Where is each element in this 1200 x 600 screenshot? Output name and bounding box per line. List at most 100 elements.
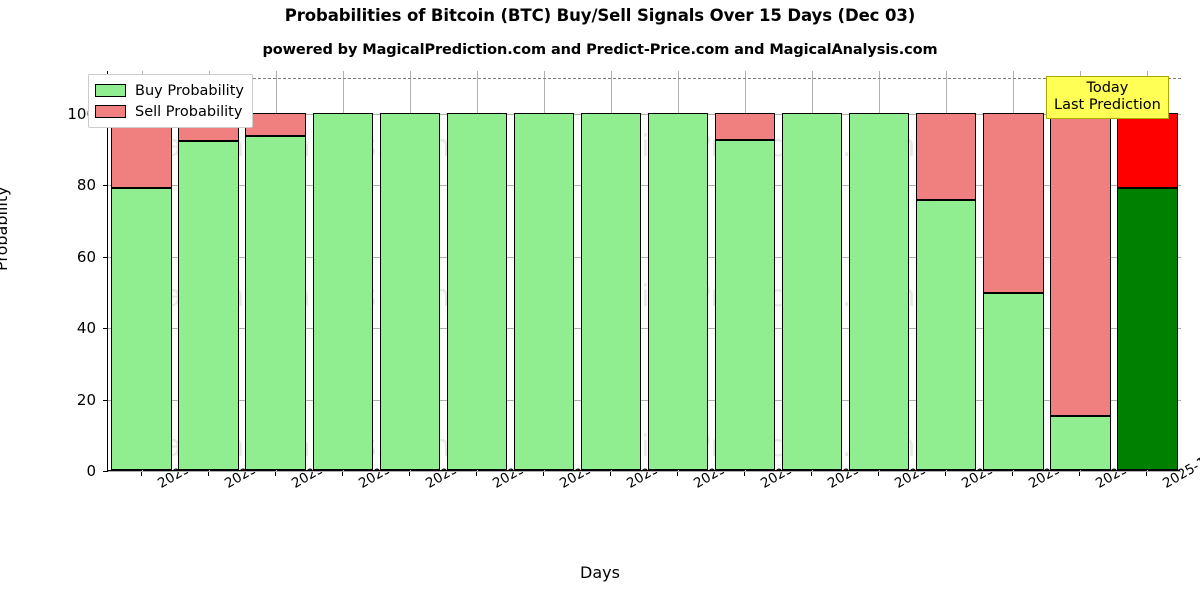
x-tick-mark [811, 471, 813, 476]
bar [446, 70, 507, 470]
x-tick-mark [475, 471, 477, 476]
bar-segment-buy [379, 112, 440, 470]
bar [1050, 70, 1111, 470]
x-tick-mark [609, 471, 611, 476]
y-gridline [108, 113, 1181, 115]
x-tick-label: 2025-11-21 [423, 439, 499, 492]
plot-area: MagicalAnalysis.comMagicalPrediction.com… [103, 70, 1181, 472]
x-tick-mark [878, 471, 880, 476]
chart-subtitle: powered by MagicalPrediction.com and Pre… [262, 42, 938, 58]
bar-segment-buy [849, 112, 910, 470]
bar-segment-buy [781, 112, 843, 470]
x-tick-mark [140, 471, 142, 476]
x-tick-mark [945, 471, 947, 476]
bar-segment-buy [245, 136, 306, 470]
bar [513, 70, 575, 470]
x-tick-mark [744, 471, 746, 476]
x-tick-mark [1012, 471, 1014, 476]
bar-segment-buy [983, 293, 1044, 470]
legend-label-buy: Buy Probability [135, 82, 244, 99]
x-tick-label: 2025-12-01 [1093, 439, 1169, 492]
bar [580, 70, 642, 470]
y-tick-mark [103, 185, 108, 187]
x-tick-label: 2025-12-02 [1160, 438, 1200, 492]
y-tick-mark [103, 471, 108, 472]
x-tick-label: 2025-11-25 [691, 439, 767, 492]
bar-segment-buy [1117, 187, 1178, 470]
bar [379, 70, 440, 470]
y-tick-label: 60 [76, 247, 96, 266]
x-tick-label: 2025-11-24 [624, 439, 700, 492]
y-axis-label: Probability [0, 186, 11, 271]
y-tick-mark [103, 256, 108, 258]
bar [916, 70, 977, 470]
y-tick-label: 0 [86, 462, 96, 480]
y-gridline [108, 256, 1181, 258]
x-tick-label: 2025-11-18 [222, 439, 298, 492]
x-axis-label: Days [580, 563, 620, 582]
bar-segment-buy [916, 200, 977, 470]
y-tick-mark [103, 399, 108, 401]
bar-segment-buy [178, 141, 239, 470]
legend-swatch-buy-icon [95, 84, 126, 97]
y-gridline [108, 185, 1181, 187]
x-tick-mark [207, 471, 209, 476]
x-tick-mark [341, 471, 343, 476]
x-tick-label: 2025-11-28 [892, 439, 968, 492]
y-gridline [108, 399, 1181, 401]
legend-swatch-sell-icon [95, 105, 126, 118]
bar-segment-sell [1050, 112, 1111, 417]
x-tick-label: 2025-11-26 [758, 439, 834, 492]
y-tick-label: 40 [76, 319, 96, 338]
x-tick-mark [677, 471, 679, 476]
x-tick-label: 2025-11-27 [825, 439, 901, 492]
bar [111, 70, 172, 470]
bar [312, 70, 373, 470]
y-tick-label: 20 [76, 390, 96, 409]
bar [983, 70, 1044, 470]
y-gridline [108, 328, 1181, 330]
x-tick-label: 2025-11-19 [289, 439, 365, 492]
today-callout-line2: Last Prediction [1054, 97, 1161, 114]
today-callout-line1: Today [1086, 80, 1129, 96]
bar [245, 70, 306, 470]
legend-item-sell: Sell Probability [95, 101, 244, 122]
bar-segment-sell [1117, 112, 1178, 188]
bar [781, 70, 843, 470]
bar-segment-buy [111, 187, 172, 470]
bar [647, 70, 709, 470]
x-tick-mark [274, 471, 276, 476]
bar-segment-buy [446, 112, 507, 470]
x-tick-mark [1079, 471, 1081, 476]
chart-legend: Buy Probability Sell Probability [88, 74, 253, 128]
page-title: Probabilities of Bitcoin (BTC) Buy/Sell … [284, 6, 916, 25]
x-tick-label: 2025-11-29 [959, 439, 1035, 492]
bar-segment-buy [647, 112, 709, 470]
bar-segment-buy [580, 112, 642, 470]
bar-segment-sell [714, 112, 776, 140]
today-last-prediction-callout: Today Last Prediction [1046, 76, 1169, 120]
bar-today [1117, 70, 1178, 470]
bar [178, 70, 239, 470]
bar-segment-sell [983, 112, 1044, 294]
x-tick-label: 2025-11-30 [1026, 439, 1102, 492]
y-gridline [108, 471, 1181, 472]
bar [714, 70, 776, 470]
bar [849, 70, 910, 470]
bar-segment-sell [916, 112, 977, 201]
bar-segment-buy [513, 112, 575, 470]
legend-label-sell: Sell Probability [135, 103, 243, 120]
threshold-dashed-line [108, 78, 1181, 80]
bar-segment-buy [1050, 416, 1111, 470]
bar-segment-buy [312, 112, 373, 470]
x-tick-label: 2025-11-20 [356, 439, 432, 492]
x-tick-mark [1146, 471, 1148, 476]
x-tick-label: 2025-11-22 [490, 439, 566, 492]
legend-item-buy: Buy Probability [95, 80, 244, 101]
x-tick-mark [542, 471, 544, 476]
bar-segment-buy [714, 139, 776, 470]
x-tick-mark [408, 471, 410, 476]
y-tick-mark [103, 328, 108, 330]
y-tick-label: 80 [76, 176, 96, 195]
